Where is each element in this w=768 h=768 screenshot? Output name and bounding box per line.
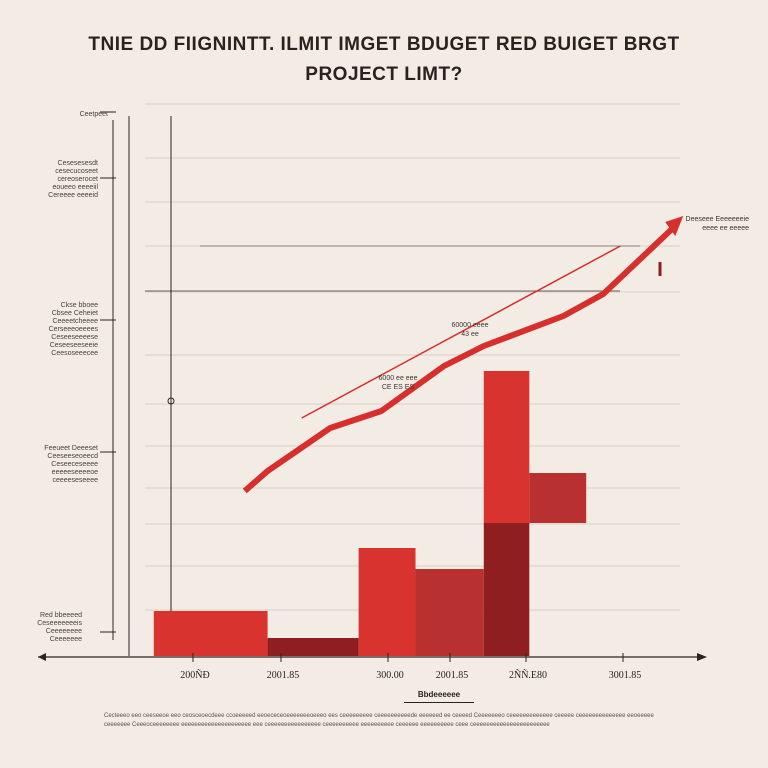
side-label-line: cesecucoseet: [55, 168, 98, 175]
bar: [415, 569, 484, 656]
side-label-line: eoueeo eeeeiil: [52, 184, 98, 191]
bar: [483, 523, 530, 656]
x-tick-label: 2ÑÑ.E80: [509, 669, 547, 681]
x-tick-label: 2001.85: [267, 670, 300, 681]
bar: [267, 638, 359, 656]
bar: [153, 611, 268, 656]
footer-text: Cecteeeo eeo ceeseeoe eeo ceosceoecdeee …: [104, 713, 654, 728]
x-tick-label: 2001.85: [436, 670, 469, 681]
x-axis-arrow-left: [38, 653, 46, 661]
side-label-2: Ckse bboee Cbsee Ceheiet Ceeeetcheeee Ce…: [8, 302, 98, 358]
side-label-line: Cereeee eeeeid: [48, 192, 98, 199]
limit-line: [301, 245, 621, 419]
grid-lines: [145, 103, 680, 611]
legend-label: Bbdeeeeee: [404, 690, 474, 703]
side-label-line: Ceseeeeeeeis: [37, 620, 82, 627]
side-label-line: Ceetpeet: [79, 111, 108, 118]
side-label-3: Feeueet Deeeset Ceeseeseoeecd Ceseecesee…: [8, 445, 98, 485]
side-label-line: ceeeeseseeee: [52, 477, 98, 484]
bar: [529, 473, 587, 523]
x-tick-label: 3001.85: [609, 670, 642, 681]
side-label-4: Red bbeeeed Ceseeeeeeeis Ceeeeeeee Ceeee…: [0, 612, 82, 644]
x-tick-label: 300.00: [376, 670, 404, 681]
bar: [483, 371, 530, 523]
side-label-line: Ckse bboee: [60, 302, 98, 309]
chart-title-line-2: PROJECT LIMT?: [305, 64, 463, 85]
x-axis-arrow-right: [697, 653, 707, 661]
trend-arrowhead: [665, 216, 684, 236]
annotation-mid-1: 43 ee: [461, 331, 479, 338]
side-label-line: Ceseeseeseeie: [49, 342, 98, 349]
side-label-line: Ceeeeeee: [49, 636, 82, 643]
x-tick-label: 200ÑÐ: [180, 669, 209, 681]
side-label-line: Ceeeetcheeee: [52, 318, 98, 325]
side-label-line: eeeeeseeeeoe: [51, 469, 98, 476]
axes: [38, 111, 707, 661]
side-label-line: cereoserocet: [57, 176, 98, 183]
annotations: Deeseee Eeeeeeeie eeee ee eeeee 60000 eeee…: [379, 216, 750, 391]
annotation-mid-2: CE ES ES: [382, 384, 415, 391]
side-label-0: Ceetpeet: [18, 111, 108, 119]
side-label-1: Cesesesesdt cesecucoseet cereoserocet eo…: [8, 160, 98, 200]
axis-marker: [167, 397, 175, 405]
side-label-line: Ceseeseeeese: [51, 334, 98, 341]
side-label-line: Ceeeeeeee: [45, 628, 82, 635]
bars: [153, 371, 587, 656]
bar: [358, 548, 416, 656]
trend-lines: [242, 216, 684, 494]
chart-title-line-1: TNIE DD FIIGNINTT. ILMIT IMGET BDUGET RE…: [88, 34, 680, 55]
annotation-mid-2: 6000 ee eee: [379, 375, 418, 382]
trend-line: [242, 221, 680, 494]
annotation-top-right: Deeseee Eeeeeeeie: [686, 216, 750, 223]
side-label-line: Feeueet Deeeset: [44, 445, 98, 452]
side-label-line: Ceseeceseeee: [51, 461, 98, 468]
x-tick-labels: 200ÑÐ 2001.85 300.00 2001.85 2ÑÑ.E80 3001.85: [180, 653, 641, 681]
side-label-line: Cbsee Ceheiet: [51, 310, 98, 317]
side-label-line: Red bbeeeed: [39, 612, 82, 619]
annotation-top-right: eeee ee eeeee: [702, 225, 749, 232]
annotation-mid-1: 60000 eeee: [452, 322, 489, 329]
side-label-line: Ceesoseeecee: [51, 350, 98, 357]
side-label-line: Ceeseeseoeecd: [47, 453, 98, 460]
side-label-line: Cesesesesdt: [57, 160, 98, 167]
side-label-line: Cerseeeoeeees: [48, 326, 98, 333]
